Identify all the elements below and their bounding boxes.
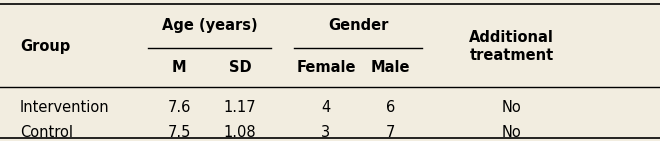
Text: 3: 3 <box>321 125 331 140</box>
Text: Control: Control <box>20 125 73 140</box>
Text: Gender: Gender <box>328 18 388 33</box>
Text: M: M <box>172 60 186 75</box>
Text: Female: Female <box>296 60 356 75</box>
Text: Group: Group <box>20 39 70 54</box>
Text: Male: Male <box>370 60 410 75</box>
Text: 1.08: 1.08 <box>224 125 256 140</box>
Text: Additional
treatment: Additional treatment <box>469 30 554 63</box>
Text: No: No <box>502 100 521 115</box>
Text: SD: SD <box>229 60 251 75</box>
Text: 7.6: 7.6 <box>168 100 191 115</box>
Text: 7.5: 7.5 <box>168 125 191 140</box>
Text: Intervention: Intervention <box>20 100 110 115</box>
Text: 4: 4 <box>321 100 331 115</box>
Text: 6: 6 <box>385 100 395 115</box>
Text: 1.17: 1.17 <box>224 100 256 115</box>
Text: 7: 7 <box>385 125 395 140</box>
Text: Age (years): Age (years) <box>162 18 257 33</box>
Text: No: No <box>502 125 521 140</box>
